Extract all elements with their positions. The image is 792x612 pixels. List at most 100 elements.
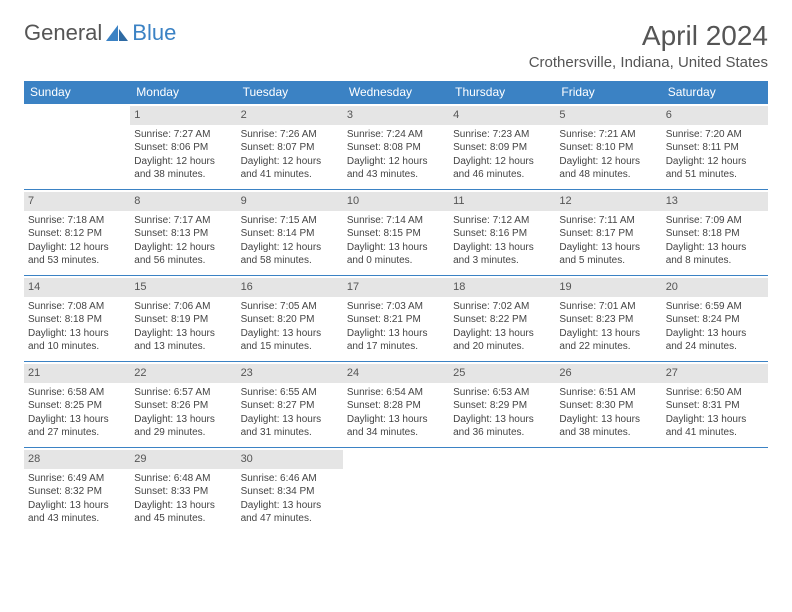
daylight-text: and 10 minutes. — [28, 340, 126, 354]
daylight-text: Daylight: 13 hours — [28, 327, 126, 341]
daylight-text: Daylight: 13 hours — [28, 499, 126, 513]
daylight-text: and 3 minutes. — [453, 254, 551, 268]
day-number: 29 — [130, 450, 236, 469]
sunrise-text: Sunrise: 6:54 AM — [347, 386, 445, 400]
day-number: 12 — [555, 192, 661, 211]
calendar-cell: . — [343, 448, 449, 534]
daylight-text: and 22 minutes. — [559, 340, 657, 354]
calendar-cell: 25Sunrise: 6:53 AMSunset: 8:29 PMDayligh… — [449, 362, 555, 448]
day-header: Monday — [130, 81, 236, 104]
calendar-cell: 12Sunrise: 7:11 AMSunset: 8:17 PMDayligh… — [555, 190, 661, 276]
daylight-text: Daylight: 13 hours — [559, 327, 657, 341]
calendar-week-row: 14Sunrise: 7:08 AMSunset: 8:18 PMDayligh… — [24, 276, 768, 362]
daylight-text: and 43 minutes. — [28, 512, 126, 526]
calendar-cell: 28Sunrise: 6:49 AMSunset: 8:32 PMDayligh… — [24, 448, 130, 534]
daylight-text: Daylight: 12 hours — [347, 155, 445, 169]
sunset-text: Sunset: 8:32 PM — [28, 485, 126, 499]
daylight-text: and 48 minutes. — [559, 168, 657, 182]
day-number: 27 — [662, 364, 768, 383]
sunset-text: Sunset: 8:09 PM — [453, 141, 551, 155]
daylight-text: and 34 minutes. — [347, 426, 445, 440]
sunset-text: Sunset: 8:24 PM — [666, 313, 764, 327]
day-number: 11 — [449, 192, 555, 211]
sunrise-text: Sunrise: 6:51 AM — [559, 386, 657, 400]
sunset-text: Sunset: 8:22 PM — [453, 313, 551, 327]
daylight-text: and 31 minutes. — [241, 426, 339, 440]
day-number: 10 — [343, 192, 449, 211]
calendar-cell: 15Sunrise: 7:06 AMSunset: 8:19 PMDayligh… — [130, 276, 236, 362]
sunset-text: Sunset: 8:29 PM — [453, 399, 551, 413]
day-number: 22 — [130, 364, 236, 383]
daylight-text: and 0 minutes. — [347, 254, 445, 268]
sunset-text: Sunset: 8:19 PM — [134, 313, 232, 327]
sunset-text: Sunset: 8:28 PM — [347, 399, 445, 413]
sunrise-text: Sunrise: 6:57 AM — [134, 386, 232, 400]
day-number: 6 — [662, 106, 768, 125]
day-number: 2 — [237, 106, 343, 125]
day-number: 23 — [237, 364, 343, 383]
sunrise-text: Sunrise: 6:53 AM — [453, 386, 551, 400]
daylight-text: Daylight: 12 hours — [134, 155, 232, 169]
calendar-cell: 10Sunrise: 7:14 AMSunset: 8:15 PMDayligh… — [343, 190, 449, 276]
calendar-cell: 8Sunrise: 7:17 AMSunset: 8:13 PMDaylight… — [130, 190, 236, 276]
day-number: 9 — [237, 192, 343, 211]
sunrise-text: Sunrise: 7:03 AM — [347, 300, 445, 314]
day-number: 7 — [24, 192, 130, 211]
day-header-row: Sunday Monday Tuesday Wednesday Thursday… — [24, 81, 768, 104]
daylight-text: Daylight: 13 hours — [241, 499, 339, 513]
calendar-cell: 11Sunrise: 7:12 AMSunset: 8:16 PMDayligh… — [449, 190, 555, 276]
sunset-text: Sunset: 8:20 PM — [241, 313, 339, 327]
title-block: April 2024 Crothersville, Indiana, Unite… — [529, 20, 768, 71]
calendar-cell: 18Sunrise: 7:02 AMSunset: 8:22 PMDayligh… — [449, 276, 555, 362]
day-header: Sunday — [24, 81, 130, 104]
day-number: 3 — [343, 106, 449, 125]
sunset-text: Sunset: 8:13 PM — [134, 227, 232, 241]
logo-text-general: General — [24, 20, 102, 46]
daylight-text: Daylight: 12 hours — [453, 155, 551, 169]
sunset-text: Sunset: 8:16 PM — [453, 227, 551, 241]
calendar-cell: 16Sunrise: 7:05 AMSunset: 8:20 PMDayligh… — [237, 276, 343, 362]
sunrise-text: Sunrise: 6:46 AM — [241, 472, 339, 486]
day-number: 5 — [555, 106, 661, 125]
daylight-text: and 45 minutes. — [134, 512, 232, 526]
sunset-text: Sunset: 8:06 PM — [134, 141, 232, 155]
daylight-text: and 38 minutes. — [559, 426, 657, 440]
daylight-text: and 41 minutes. — [666, 426, 764, 440]
sunrise-text: Sunrise: 7:08 AM — [28, 300, 126, 314]
daylight-text: and 36 minutes. — [453, 426, 551, 440]
daylight-text: Daylight: 13 hours — [134, 499, 232, 513]
daylight-text: Daylight: 13 hours — [559, 413, 657, 427]
sunrise-text: Sunrise: 7:21 AM — [559, 128, 657, 142]
calendar-week-row: 7Sunrise: 7:18 AMSunset: 8:12 PMDaylight… — [24, 190, 768, 276]
daylight-text: and 43 minutes. — [347, 168, 445, 182]
daylight-text: Daylight: 13 hours — [453, 413, 551, 427]
day-number: 14 — [24, 278, 130, 297]
daylight-text: and 53 minutes. — [28, 254, 126, 268]
calendar-cell: 4Sunrise: 7:23 AMSunset: 8:09 PMDaylight… — [449, 104, 555, 190]
sunset-text: Sunset: 8:15 PM — [347, 227, 445, 241]
calendar-cell: 20Sunrise: 6:59 AMSunset: 8:24 PMDayligh… — [662, 276, 768, 362]
sunrise-text: Sunrise: 7:23 AM — [453, 128, 551, 142]
day-header: Tuesday — [237, 81, 343, 104]
sunrise-text: Sunrise: 6:49 AM — [28, 472, 126, 486]
daylight-text: Daylight: 13 hours — [28, 413, 126, 427]
calendar-cell: 9Sunrise: 7:15 AMSunset: 8:14 PMDaylight… — [237, 190, 343, 276]
sunrise-text: Sunrise: 7:05 AM — [241, 300, 339, 314]
daylight-text: and 47 minutes. — [241, 512, 339, 526]
day-number: 30 — [237, 450, 343, 469]
day-header: Friday — [555, 81, 661, 104]
calendar-cell: 1Sunrise: 7:27 AMSunset: 8:06 PMDaylight… — [130, 104, 236, 190]
calendar-cell: 21Sunrise: 6:58 AMSunset: 8:25 PMDayligh… — [24, 362, 130, 448]
daylight-text: and 29 minutes. — [134, 426, 232, 440]
calendar-cell: 3Sunrise: 7:24 AMSunset: 8:08 PMDaylight… — [343, 104, 449, 190]
daylight-text: Daylight: 12 hours — [559, 155, 657, 169]
sunset-text: Sunset: 8:17 PM — [559, 227, 657, 241]
calendar-cell: . — [24, 104, 130, 190]
sunset-text: Sunset: 8:11 PM — [666, 141, 764, 155]
sunset-text: Sunset: 8:23 PM — [559, 313, 657, 327]
daylight-text: and 13 minutes. — [134, 340, 232, 354]
daylight-text: and 27 minutes. — [28, 426, 126, 440]
day-number: 20 — [662, 278, 768, 297]
day-number: 21 — [24, 364, 130, 383]
daylight-text: and 20 minutes. — [453, 340, 551, 354]
